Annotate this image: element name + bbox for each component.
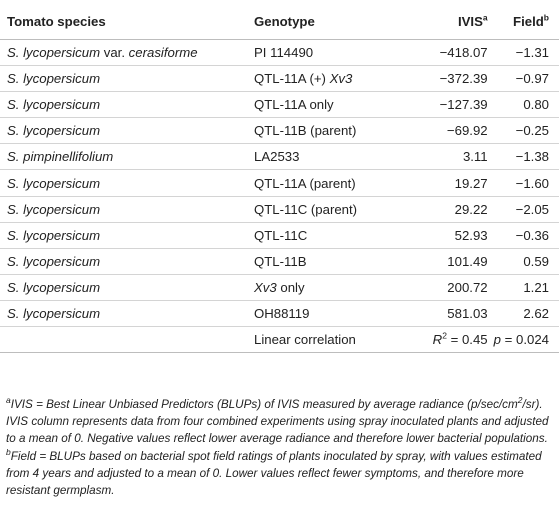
header-ivis-label: IVIS (457, 13, 483, 29)
genotype-cell: QTL-11B (parent) (253, 123, 357, 139)
species-cell: S. lycopersicum (7, 97, 101, 113)
header-field-footnote-mark: b (543, 12, 549, 23)
table-row: S. lycopersicum QTL-11C 52.93 −0.36 (0, 222, 559, 249)
ivis-cell: 101.49 (447, 253, 488, 269)
correlation-label: Linear correlation (253, 332, 356, 348)
species-cell: S. pimpinellifolium (7, 149, 114, 165)
species-cell: S. lycopersicum (7, 71, 101, 87)
correlation-empty-cell (0, 327, 254, 353)
genotype-cell: Xv3 only (254, 274, 393, 300)
field-cell: 1.21 (523, 279, 549, 295)
genotype-cell: PI 114490 (253, 45, 314, 61)
species-variety: cerasiforme (128, 45, 198, 61)
species-name: S. lycopersicum (7, 45, 101, 61)
table-row: S. lycopersicum QTL-11A (parent) 19.27 −… (0, 170, 559, 197)
ivis-cell: 581.03 (447, 305, 488, 321)
ivis-cell: −418.07 (439, 45, 488, 61)
table-row: S. lycopersicum QTL-11B 101.49 0.59 (0, 248, 559, 275)
table-row: S. lycopersicum Xv3 only 200.72 1.21 (0, 274, 559, 301)
field-cell: −1.31 (515, 45, 549, 61)
header-ivis-footnote-mark: a (482, 12, 488, 23)
field-cell: −0.97 (515, 71, 549, 87)
genotype-gene: Xv3 (329, 71, 353, 87)
ivis-cell: 200.72 (447, 279, 488, 295)
genotype-cell: QTL-11B (253, 253, 307, 269)
genotype-cell: QTL-11A (parent) (253, 175, 356, 191)
genotype-cell: QTL-11C (253, 227, 308, 243)
ivis-cell: −69.92 (446, 123, 488, 139)
species-cell: S. lycopersicum (7, 305, 101, 321)
footnote-b-mark: b (6, 447, 11, 458)
header-species: Tomato species (7, 13, 106, 29)
footnote-b-text: Field = BLUPs based on bacterial spot fi… (6, 450, 542, 497)
table-header-row: Tomato species Genotype IVISa Fieldb (0, 3, 559, 40)
footnote-a-mark: a (6, 395, 11, 406)
table-row: S. lycopersicum QTL-11A only −127.39 0.8… (0, 92, 559, 118)
footnote-b: bField = BLUPs based on bacterial spot f… (6, 448, 556, 499)
species-var-text: var. (100, 45, 129, 61)
correlation-p: p = 0.024 (494, 327, 559, 353)
table-row: S. lycopersicum QTL-11B (parent) −69.92 … (0, 118, 559, 144)
p-symbol: p (493, 332, 501, 348)
table-row: S. lycopersicum OH88119 581.03 2.62 (0, 300, 559, 327)
table-row: S. pimpinellifolium LA2533 3.11 −1.38 (0, 144, 559, 170)
genotype-gene: Xv3 (253, 279, 277, 295)
correlation-row: Linear correlation R2 = 0.45 p = 0.024 (0, 327, 559, 353)
field-cell: 0.80 (523, 97, 549, 113)
table-row: S. lycopersicum QTL-11C (parent) 29.22 −… (0, 196, 559, 223)
table-footnotes: aIVIS = Best Linear Unbiased Predictors … (6, 396, 556, 500)
ivis-cell: −372.39 (439, 71, 488, 87)
field-cell: 0.59 (523, 253, 549, 269)
species-cell: S. lycopersicum (7, 227, 101, 243)
correlation-r2: R2 = 0.45 (393, 327, 493, 353)
field-cell: −2.05 (515, 201, 549, 217)
p-value: = 0.024 (500, 332, 549, 348)
ivis-cell: 29.22 (454, 201, 488, 217)
species-cell: S. lycopersicum (7, 175, 101, 191)
genotype-cell: LA2533 (253, 149, 300, 165)
table-row: S. lycopersicum var. cerasiforme PI 1144… (0, 40, 559, 66)
footnote-a-text-2: /sr). IVIS column represents data from f… (6, 398, 549, 445)
genotype-text: QTL-11A (+) (253, 71, 330, 87)
genotype-cell: QTL-11C (parent) (253, 201, 358, 217)
species-cell: S. lycopersicum (7, 123, 101, 139)
r-exponent: 2 (442, 330, 447, 341)
ivis-cell: 19.27 (454, 175, 488, 191)
species-cell: S. lycopersicum (7, 279, 101, 295)
footnote-a-text-1: IVIS = Best Linear Unbiased Predictors (… (10, 398, 518, 411)
ivis-cell: 3.11 (462, 149, 488, 165)
results-table: Tomato species Genotype IVISa Fieldb S. … (0, 3, 559, 353)
table-row: S. lycopersicum QTL-11A (+) Xv3 −372.39 … (0, 66, 559, 92)
genotype-cell: QTL-11A (+) Xv3 (254, 66, 393, 92)
field-cell: −0.36 (515, 227, 549, 243)
r-value: = 0.45 (446, 332, 488, 348)
genotype-cell: OH88119 (253, 305, 310, 321)
species-cell: S. lycopersicum var. cerasiforme (0, 40, 254, 66)
footnote-a-exponent: 2 (517, 395, 523, 406)
field-cell: 2.62 (523, 305, 549, 321)
species-cell: S. lycopersicum (7, 253, 101, 269)
field-cell: −1.38 (515, 149, 549, 165)
ivis-cell: 52.93 (454, 227, 488, 243)
ivis-cell: −127.39 (439, 97, 488, 113)
species-cell: S. lycopersicum (7, 201, 101, 217)
r-symbol: R (432, 332, 443, 348)
header-ivis: IVISa (393, 3, 493, 40)
header-genotype: Genotype (253, 13, 315, 29)
footnote-a: aIVIS = Best Linear Unbiased Predictors … (6, 396, 556, 447)
field-cell: −0.25 (515, 123, 549, 139)
genotype-cell: QTL-11A only (253, 97, 334, 113)
header-field: Fieldb (494, 3, 559, 40)
genotype-text: only (276, 279, 305, 295)
header-field-label: Field (513, 13, 544, 29)
field-cell: −1.60 (515, 175, 549, 191)
